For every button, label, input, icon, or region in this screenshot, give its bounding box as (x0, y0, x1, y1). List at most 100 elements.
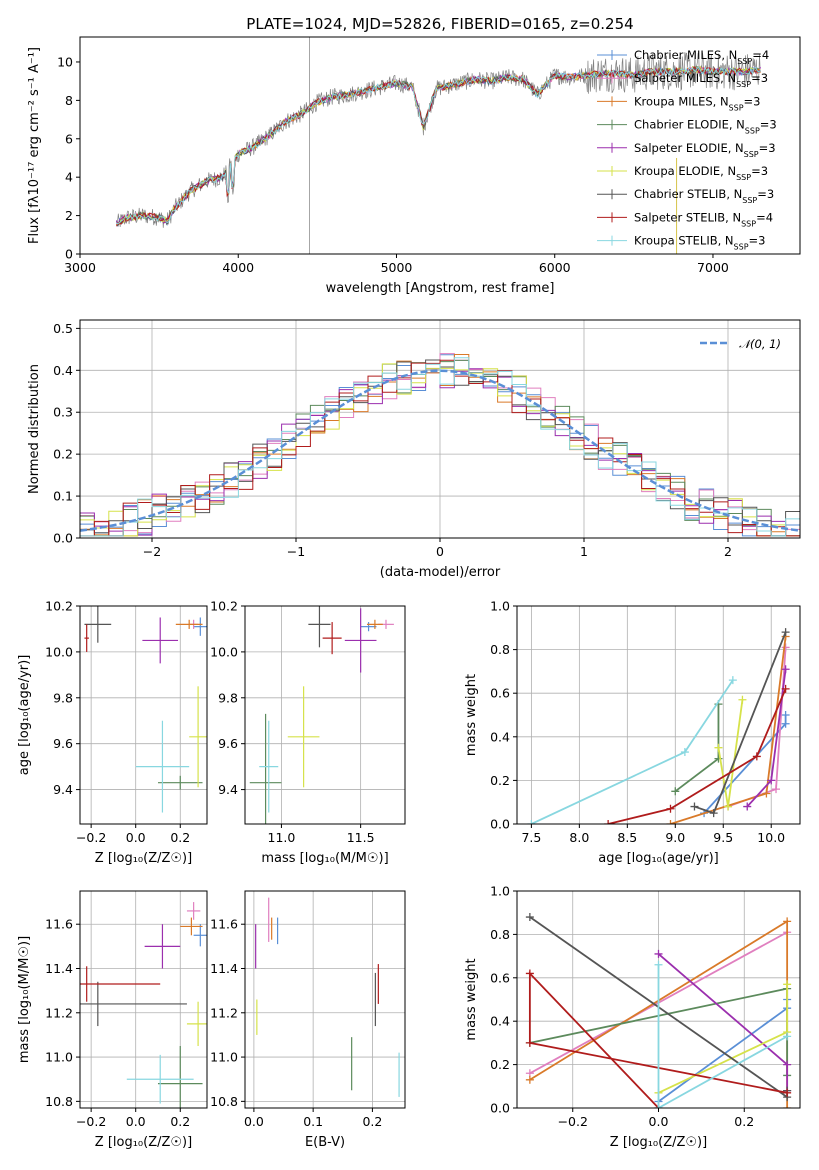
errorbar-point-chabrier-miles (193, 924, 207, 947)
y-tick-label: 11.6 (210, 917, 238, 932)
data-point-marker (654, 960, 663, 969)
y-tick-label: 0.8 (490, 927, 510, 942)
x-tick-label: 0.0 (126, 1114, 146, 1129)
data-point-marker (525, 1075, 534, 1084)
plot-area (255, 897, 400, 1097)
series-line (674, 704, 720, 793)
y-tick-label: 0.2 (490, 1057, 510, 1072)
x-tick-label: 0.2 (170, 830, 190, 845)
y-tick-label: 1.0 (490, 884, 510, 899)
panel-mass-vs-EBV: 0.0 0.1 0.2 10.8 11.0 11.2 11.4 11.6 E(B-V) (210, 890, 406, 1150)
x-tick-label: 7.5 (521, 830, 541, 845)
data-point-marker (772, 785, 781, 794)
x-tick-label: 8.0 (569, 830, 589, 845)
y-tick-label: 10 (57, 54, 73, 69)
axes-frame (79, 890, 208, 1109)
histogram-salpeter-stelib (80, 359, 800, 538)
y-tick-label: 11.2 (45, 1005, 73, 1020)
plot-area (249, 606, 394, 824)
data-point-marker (724, 802, 733, 811)
x-tick-label: 0.2 (362, 1114, 382, 1129)
data-point-marker (783, 917, 792, 926)
errorbar-point-chabrier-stelib (80, 981, 187, 1027)
series-kroupa-stelib (527, 676, 737, 824)
y-tick-label: 9.6 (218, 736, 238, 751)
y-tick-label: 0.3 (53, 405, 73, 420)
y-tick-label: 10.8 (210, 1094, 238, 1109)
x-tick-label: −0.2 (76, 1114, 106, 1129)
data-point-marker (752, 752, 761, 761)
legend-entry: Salpeter ELODIE, NSSP=3 (634, 141, 776, 159)
legend-entry: Kroupa ELODIE, NSSP=3 (634, 164, 768, 182)
panel-residuals: −2 −1 0 1 2 0.0 0.1 0.2 0.3 0.4 0.5 (data-model)/er… (27, 319, 801, 580)
y-tick-label: 4 (65, 170, 73, 185)
errorbar-point-chabrier-elodie (157, 1046, 203, 1108)
x-tick-label: 11.0 (268, 830, 296, 845)
y-tick-label: 2 (65, 208, 73, 223)
x-tick-label: 9.0 (665, 830, 685, 845)
y-tick-label: 0.1 (53, 489, 73, 504)
x-tick-label: 9.5 (713, 830, 733, 845)
x-tick-label: −1 (287, 544, 305, 559)
errorbar-point-salpeter-stelib (84, 624, 89, 652)
errorbar-point-kroupa-stelib (135, 720, 190, 813)
x-axis-label: mass [log₁₀(M/M☉)] (261, 851, 388, 866)
errorbar-point-chabrier-miles (360, 622, 377, 632)
errorbar-point-kroupa-stelib (259, 720, 279, 813)
panel-massweight-vs-Z: −0.2 0.0 0.2 0.0 0.2 0.4 0.6 0.8 1.0 Z [log₁₀(Z/Z… (464, 884, 801, 1150)
plot-area (527, 628, 790, 824)
plot-area (115, 37, 761, 254)
legend-entry: Chabrier MILES, NSSP=4 (634, 48, 769, 66)
chart-title: PLATE=1024, MJD=52826, FIBERID=0165, z=0… (246, 15, 633, 33)
errorbar-point-kroupa-elodie (287, 686, 320, 788)
series-line (658, 984, 789, 1094)
y-tick-label: 11.4 (210, 961, 238, 976)
series-kroupa-elodie (714, 695, 747, 811)
errorbar-point-salpeter-elodie (142, 617, 179, 664)
x-tick-label: 0 (436, 544, 444, 559)
legend-entry: Salpeter MILES, NSSP=3 (634, 71, 768, 89)
y-tick-label: 9.6 (53, 736, 73, 751)
y-tick-label: 10.2 (45, 599, 73, 614)
errorbar-point-kroupa-miles (366, 619, 383, 629)
axes-frame (516, 605, 801, 825)
x-axis-label: wavelength [Angstrom, rest frame] (326, 281, 555, 296)
series-salpeter-elodie (743, 665, 790, 811)
x-tick-label: 8.5 (617, 830, 637, 845)
y-axis-label: age [log₁₀(age/yr)] (17, 655, 32, 776)
x-tick-label: 3000 (64, 260, 96, 275)
model-line-kroupa-stelib (116, 66, 761, 224)
errorbar-point-kroupa-elodie (189, 686, 207, 788)
data-point-marker (783, 1104, 792, 1108)
panel-mass-vs-Z: −0.2 0.0 0.2 10.8 11.0 11.2 11.4 11.6 Z [log₁₀(Z… (17, 890, 208, 1150)
y-tick-label: 9.8 (218, 690, 238, 705)
y-axis-label: mass [log₁₀(M/M☉)] (17, 936, 32, 1063)
x-axis-label: Z [log₁₀(Z/Z☉)] (610, 1135, 707, 1150)
x-tick-label: 0.1 (303, 1114, 323, 1129)
data-point-marker (738, 695, 747, 704)
legend-entry: Chabrier STELIB, NSSP=3 (634, 187, 774, 205)
legend-entry: 𝒩(0, 1) (739, 337, 781, 351)
y-tick-label: 11.4 (45, 961, 73, 976)
data-point-marker (690, 802, 699, 811)
x-axis-label: Z [log₁₀(Z/Z☉)] (95, 851, 192, 866)
errorbar-point-kroupa-stelib (126, 1054, 194, 1104)
series-kroupa-elodie (654, 980, 792, 1097)
y-tick-label: 0 (65, 247, 73, 262)
errorbar-point-salpeter-elodie (144, 924, 181, 969)
x-tick-label: 5000 (381, 260, 413, 275)
y-tick-label: 1.0 (490, 599, 510, 614)
spectrum-data-line (116, 52, 761, 228)
x-tick-label: −2 (143, 544, 161, 559)
y-tick-label: 0.4 (53, 363, 73, 378)
y-tick-label: 0.6 (490, 970, 510, 985)
panel-age-vs-mass: 11.0 11.5 9.4 9.6 9.8 10.0 10.2 mass [log₁₀(M/M… (210, 599, 406, 866)
series-salpeter-miles (724, 643, 790, 811)
panel-massweight-vs-age: 7.5 8.0 8.5 9.0 9.5 10.0 0.0 0.2 0.4 0.6 0.8 1.0 age… (464, 599, 801, 866)
gaussian-curve (80, 369, 800, 532)
axes-frame (79, 36, 801, 255)
y-tick-label: 0.0 (490, 1101, 510, 1116)
data-point-marker (781, 711, 790, 719)
plot-area (80, 353, 800, 538)
